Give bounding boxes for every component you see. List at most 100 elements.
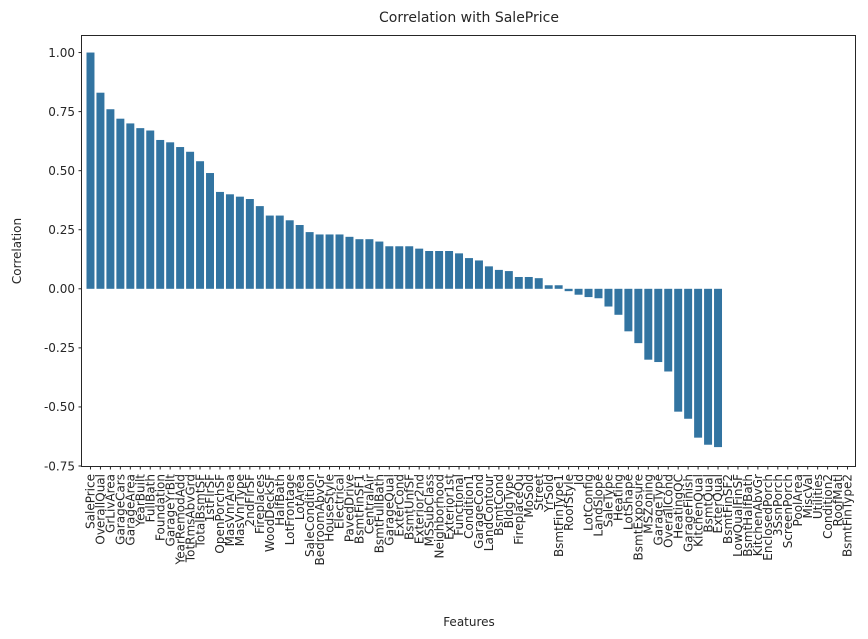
x-tick-label: Id xyxy=(572,474,586,485)
x-tick-label: Foundation xyxy=(153,474,167,541)
x-tick-label: BsmtFinType1 xyxy=(552,474,566,557)
x-tick-label: MasVnrType xyxy=(233,474,247,546)
x-tick-label: Condition2 xyxy=(821,474,835,539)
bar-heatingqc xyxy=(674,288,683,412)
x-tick-label: Heating xyxy=(612,474,626,521)
x-tick-label: GarageQual xyxy=(383,474,397,546)
x-tick-label: LotFrontage xyxy=(283,474,297,545)
x-tick-label: TotRmsAbvGrd xyxy=(183,474,197,563)
x-tick-label: BsmtExposure xyxy=(632,474,646,560)
x-tick-label: BsmtHalfBath xyxy=(741,474,755,557)
x-tick-label: WoodDeckSF xyxy=(263,474,277,552)
x-tick-label: RoofStyle xyxy=(562,474,576,531)
bar-condition1 xyxy=(465,258,473,289)
x-tick-label: Electrical xyxy=(333,474,347,529)
bar-garagecond xyxy=(474,260,483,289)
x-tick-label: MiscVal xyxy=(801,474,815,519)
x-axis: SalePriceOverallQualGrLivAreaGarageCarsG… xyxy=(84,466,855,565)
bar-mszoning xyxy=(644,288,653,360)
x-tick-label: ExterQual xyxy=(711,474,725,533)
bar-mosold xyxy=(524,276,533,289)
x-tick-label: HeatingQC xyxy=(671,474,685,539)
y-tick-label: 0.50 xyxy=(48,164,75,178)
x-tick-label: BldgType xyxy=(502,474,516,528)
chart-title: Correlation with SalePrice xyxy=(379,10,559,26)
bar-masvnrarea xyxy=(225,194,234,289)
x-tick-label: LotConfig xyxy=(582,474,596,531)
y-axis: -0.75 -0.50 -0.25 0.00 0.25 0.50 0.75 1.00 xyxy=(44,46,82,473)
bar-garagetype xyxy=(654,288,663,363)
x-tick-label: GarageCars xyxy=(114,474,128,545)
x-tick-label: GarageCond xyxy=(472,474,486,549)
y-tick-label: -0.75 xyxy=(44,459,75,473)
x-tick-label: GarageArea xyxy=(124,474,138,546)
bar-halfbath xyxy=(275,215,284,289)
x-tick-label: PoolArea xyxy=(791,474,805,526)
x-tick-label: Functional xyxy=(452,474,466,536)
bar-centralair xyxy=(365,239,374,289)
bar-exterqual xyxy=(714,288,723,448)
bar-extercond xyxy=(395,246,404,289)
bar-salecondition xyxy=(305,232,314,289)
bar-openporchsf xyxy=(215,191,224,289)
bar-overallcond xyxy=(664,288,673,372)
x-tick-label: FullBath xyxy=(143,474,157,522)
bar-lotarea xyxy=(295,225,304,289)
bar-1stflrsf xyxy=(206,173,214,289)
x-tick-label: Utilities xyxy=(811,474,825,519)
y-tick-label: -0.50 xyxy=(44,400,75,414)
bar-bsmtqual xyxy=(704,288,713,445)
bar-mssubclass xyxy=(425,251,434,289)
bar-garagearea xyxy=(126,123,135,289)
bar-street xyxy=(534,278,543,289)
bar-overallqual xyxy=(96,92,105,289)
bar-yrsold xyxy=(544,285,553,289)
x-tick-label: FireplaceQu xyxy=(512,474,526,545)
x-tick-label: LotShape xyxy=(622,474,636,530)
bar-foundation xyxy=(156,139,165,289)
x-tick-label: LandSlope xyxy=(592,474,606,537)
bar-fullbath xyxy=(146,130,155,289)
bar-roofstyle xyxy=(564,288,573,292)
x-tick-label: MoSold xyxy=(522,474,536,518)
x-tick-label: BsmtQual xyxy=(701,474,715,533)
x-tick-label: BedroomAbvGr xyxy=(313,474,327,566)
x-tick-label: HouseStyle xyxy=(323,474,337,542)
x-tick-label: GrLivArea xyxy=(104,474,118,533)
x-tick-label: TotalBsmtSF xyxy=(193,474,207,549)
x-tick-label: HalfBath xyxy=(273,474,287,526)
x-tick-label: RoofMatl xyxy=(831,474,845,526)
x-tick-label: OverallQual xyxy=(94,474,108,545)
bar-totrmsabvgrd xyxy=(186,151,195,289)
bar-lotfrontage xyxy=(285,220,294,289)
x-tick-label: BsmtUnfSF xyxy=(402,474,416,540)
bar-exterior1st xyxy=(445,251,454,289)
x-tick-label: KitchenQual xyxy=(691,474,705,547)
x-tick-label: SaleCondition xyxy=(303,474,317,557)
bar-electrical xyxy=(335,234,344,289)
bar-lotshape xyxy=(624,288,633,332)
x-tick-label: 3SsnPorch xyxy=(771,474,785,536)
x-tick-label: 2ndFlrSF xyxy=(243,474,257,527)
y-tick-label: 0.25 xyxy=(48,223,75,237)
x-axis-label: Features xyxy=(443,615,495,629)
x-tick-label: YrSold xyxy=(542,474,556,513)
bar-garagefinish xyxy=(684,288,693,419)
bar-totalbsmtsf xyxy=(196,161,205,289)
bar-exterior2nd xyxy=(415,248,424,289)
bar-functional xyxy=(455,253,464,289)
y-tick-label: 1.00 xyxy=(48,46,75,60)
x-tick-label: MSZoning xyxy=(641,474,655,534)
x-tick-label: LowQualFinSF xyxy=(731,474,745,557)
bar-bsmtunfsf xyxy=(405,246,414,289)
bar-paveddrive xyxy=(345,236,354,289)
bar-fireplaces xyxy=(255,206,264,289)
bar-bsmtcond xyxy=(494,269,503,289)
bar-landcontour xyxy=(484,266,493,289)
x-tick-label: 1stFlrSF xyxy=(203,474,217,522)
bar-neighborhood xyxy=(435,251,444,289)
y-tick-label: -0.25 xyxy=(44,341,75,355)
x-tick-label: KitchenAbvGr xyxy=(751,474,765,556)
x-tick-label: LotArea xyxy=(293,474,307,520)
